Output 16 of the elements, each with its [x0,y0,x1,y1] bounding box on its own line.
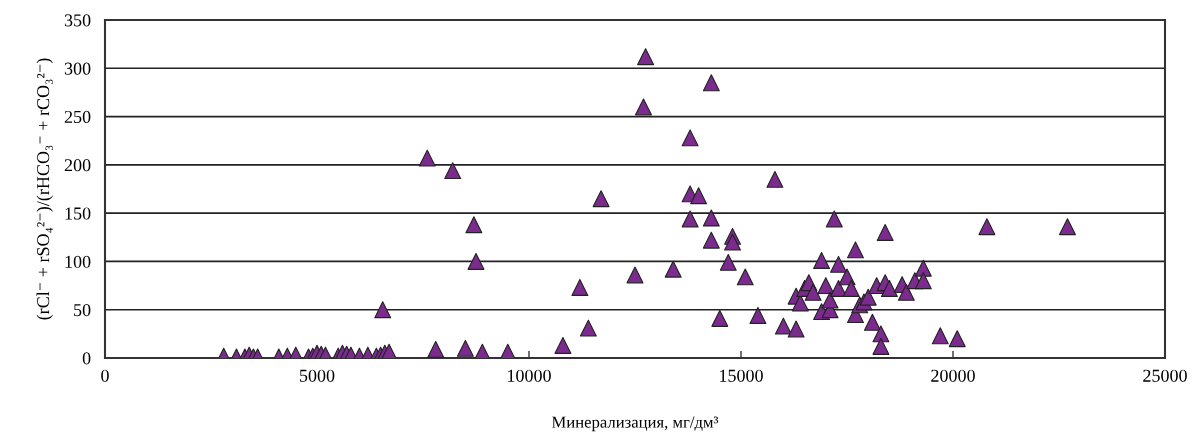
x-tick-label: 20000 [931,369,975,382]
y-tick-label: 150 [65,207,91,220]
x-tick-label: 5000 [299,369,335,382]
x-axis-title: Минерализация, мг/дм³ [551,416,719,432]
y-tick-label: 50 [74,303,91,317]
y-tick-label: 0 [82,352,91,365]
x-tick-label: 15000 [720,369,763,382]
y-tick-label: 350 [64,14,91,27]
y-tick-label: 200 [64,159,91,172]
y-axis-title: (rCl⁻ + rSO₄²⁻)/(rHCO₃⁻ + rCO₃²⁻) [36,58,53,320]
y-tick-label: 250 [64,110,91,124]
x-tick-label: 0 [101,369,109,382]
y-tick-label: 300 [64,62,91,75]
x-tick-label: 10000 [508,369,551,382]
x-tick-label: 25000 [1143,369,1187,382]
y-tick-label: 100 [65,255,91,268]
